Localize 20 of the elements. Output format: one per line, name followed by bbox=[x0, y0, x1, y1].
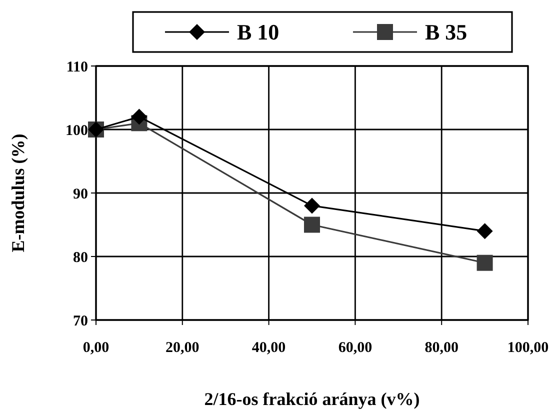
x-axis-title: 2/16-os frakció aránya (v%) bbox=[204, 389, 420, 409]
x-tick-label: 40,00 bbox=[252, 340, 286, 356]
x-tick-label: 20,00 bbox=[166, 340, 200, 356]
point bbox=[304, 198, 320, 214]
point bbox=[131, 108, 148, 125]
y-tick-label: 80 bbox=[73, 250, 88, 266]
x-tick-label: 100,00 bbox=[507, 340, 549, 356]
x-tick-label: 80,00 bbox=[424, 340, 458, 356]
legend-label: B 10 bbox=[237, 20, 280, 45]
point bbox=[476, 254, 493, 271]
y-tick-label: 70 bbox=[73, 313, 88, 330]
y-axis-title: E-modulus (%) bbox=[8, 134, 28, 252]
x-tick-label: 60,00 bbox=[338, 340, 372, 356]
y-tick-label: 110 bbox=[66, 59, 88, 76]
point bbox=[476, 223, 493, 240]
y-tick-label: 90 bbox=[73, 186, 88, 202]
x-tick-label: 0,00 bbox=[82, 340, 110, 356]
point bbox=[304, 216, 320, 233]
legend-label: B 35 bbox=[425, 20, 468, 45]
y-tick-label: 100 bbox=[66, 122, 88, 139]
